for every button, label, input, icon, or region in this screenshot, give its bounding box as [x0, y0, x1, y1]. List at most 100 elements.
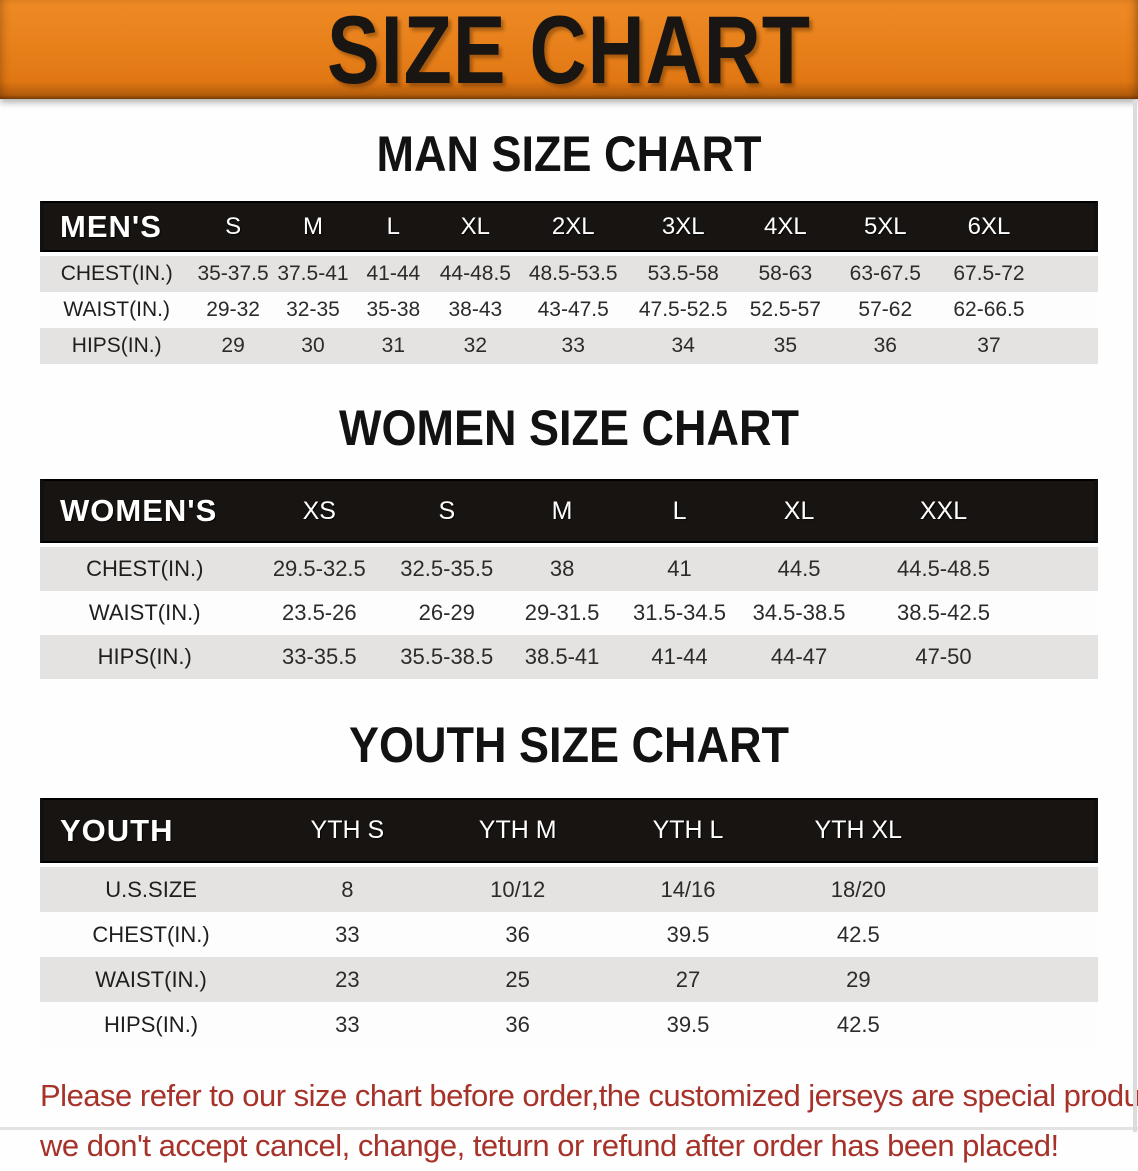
value-cell: 37.5-41 — [272, 252, 354, 292]
size-header-cell: 4XL — [737, 201, 834, 252]
value-cell: 8 — [262, 863, 433, 912]
spacer-cell — [1028, 591, 1098, 635]
disclaimer-line: we don't accept cancel, change, teturn o… — [40, 1128, 1059, 1163]
value-cell: 14/16 — [602, 863, 774, 912]
size-header-cell: 5XL — [833, 201, 938, 252]
value-cell: 42.5 — [773, 1002, 944, 1047]
row-label: HIPS(IN.) — [40, 328, 194, 364]
value-cell: 33-35.5 — [249, 635, 390, 679]
size-header-cell: YTH S — [262, 798, 433, 863]
size-header-cell: 6XL — [937, 201, 1041, 252]
table-header-row: YOUTH YTH S YTH M YTH L YTH XL — [40, 798, 1098, 863]
value-cell: 63-67.5 — [833, 252, 938, 292]
size-header-cell: XL — [739, 479, 859, 543]
value-cell: 36 — [432, 1002, 603, 1047]
value-cell: 41-44 — [619, 635, 740, 679]
table-row: CHEST(IN.) 29.5-32.5 32.5-35.5 38 41 44.5 44.5… — [40, 543, 1098, 591]
spacer-cell — [1040, 252, 1098, 292]
table-corner-label: MEN'S — [40, 201, 194, 252]
row-label: CHEST(IN.) — [40, 912, 263, 957]
size-header-cell: M — [504, 479, 620, 543]
order-disclaimer: Please refer to our size chart before or… — [40, 1071, 1138, 1171]
size-header-cell: XS — [249, 479, 390, 543]
size-header-cell: 2XL — [517, 201, 630, 252]
spacer-cell — [1028, 479, 1098, 543]
value-cell: 35-37.5 — [193, 252, 273, 292]
value-cell: 38.5-42.5 — [858, 591, 1029, 635]
row-label: HIPS(IN.) — [40, 635, 250, 679]
size-header-cell: M — [272, 201, 354, 252]
value-cell: 35 — [737, 328, 834, 364]
size-header-cell: XL — [433, 201, 518, 252]
value-cell: 35.5-38.5 — [389, 635, 505, 679]
table-row: WAIST(IN.) 23 25 27 29 — [40, 957, 1098, 1002]
value-cell: 32.5-35.5 — [389, 543, 505, 591]
value-cell: 31 — [353, 328, 434, 364]
disclaimer-line: Please refer to our size chart before or… — [40, 1078, 1138, 1113]
value-cell: 27 — [602, 957, 774, 1002]
spacer-cell — [943, 957, 1098, 1002]
size-header-cell: XXL — [858, 479, 1029, 543]
value-cell: 25 — [432, 957, 603, 1002]
spacer-cell — [1028, 543, 1098, 591]
women-chart-heading: WOMEN SIZE CHART — [339, 398, 799, 456]
value-cell: 35-38 — [353, 292, 434, 328]
table-header-row: MEN'S S M L XL 2XL 3XL 4XL 5XL 6XL — [40, 201, 1098, 252]
value-cell: 33 — [517, 328, 630, 364]
men-chart-heading: MAN SIZE CHART — [376, 124, 762, 182]
table-row: WAIST(IN.) 29-32 32-35 35-38 38-43 43-47.5 47.… — [40, 292, 1098, 328]
spacer-cell — [943, 912, 1098, 957]
spacer-cell — [1040, 201, 1098, 252]
value-cell: 43-47.5 — [517, 292, 630, 328]
value-cell: 48.5-53.5 — [517, 252, 630, 292]
value-cell: 47.5-52.5 — [629, 292, 738, 328]
men-size-section: MAN SIZE CHART MEN'S S M L XL 2XL 3XL 4XL 5XL 6XL… — [0, 124, 1138, 364]
value-cell: 57-62 — [833, 292, 938, 328]
row-label: WAIST(IN.) — [40, 292, 194, 328]
size-header-cell: L — [619, 479, 740, 543]
value-cell: 29-31.5 — [504, 591, 620, 635]
table-corner-label: WOMEN'S — [40, 479, 250, 543]
table-row: HIPS(IN.) 29 30 31 32 33 34 35 36 37 — [40, 328, 1098, 364]
youth-size-section: YOUTH SIZE CHART YOUTH YTH S YTH M YTH L YTH… — [0, 715, 1138, 1047]
value-cell: 34 — [629, 328, 738, 364]
value-cell: 33 — [262, 1002, 433, 1047]
youth-size-table: YOUTH YTH S YTH M YTH L YTH XL U.S.SIZE 8 10/12… — [40, 798, 1098, 1047]
table-row: CHEST(IN.) 35-37.5 37.5-41 41-44 44-48.5 48.5… — [40, 252, 1098, 292]
row-label: WAIST(IN.) — [40, 591, 250, 635]
table-row: CHEST(IN.) 33 36 39.5 42.5 — [40, 912, 1098, 957]
banner-title: SIZE CHART — [327, 0, 811, 104]
value-cell: 42.5 — [773, 912, 944, 957]
value-cell: 53.5-58 — [629, 252, 738, 292]
value-cell: 37 — [937, 328, 1041, 364]
youth-chart-heading: YOUTH SIZE CHART — [348, 715, 789, 773]
value-cell: 29 — [773, 957, 944, 1002]
spacer-cell — [943, 798, 1098, 863]
size-header-cell: YTH L — [602, 798, 774, 863]
value-cell: 36 — [432, 912, 603, 957]
value-cell: 44-48.5 — [433, 252, 518, 292]
spacer-cell — [943, 863, 1098, 912]
table-row: HIPS(IN.) 33 36 39.5 42.5 — [40, 1002, 1098, 1047]
value-cell: 47-50 — [858, 635, 1029, 679]
size-header-cell: S — [193, 201, 273, 252]
value-cell: 41-44 — [353, 252, 434, 292]
women-size-table: WOMEN'S XS S M L XL XXL CHEST(IN.) 29.5-32.5 32.5… — [40, 479, 1098, 679]
value-cell: 36 — [833, 328, 938, 364]
value-cell: 38 — [504, 543, 620, 591]
value-cell: 18/20 — [773, 863, 944, 912]
row-label: WAIST(IN.) — [40, 957, 263, 1002]
value-cell: 29 — [193, 328, 273, 364]
value-cell: 44.5 — [739, 543, 859, 591]
row-label: HIPS(IN.) — [40, 1002, 263, 1047]
row-label: CHEST(IN.) — [40, 252, 194, 292]
value-cell: 32-35 — [272, 292, 354, 328]
value-cell: 67.5-72 — [937, 252, 1041, 292]
spacer-cell — [1028, 635, 1098, 679]
value-cell: 62-66.5 — [937, 292, 1041, 328]
spacer-cell — [1040, 292, 1098, 328]
value-cell: 23.5-26 — [249, 591, 390, 635]
table-corner-label: YOUTH — [40, 798, 263, 863]
value-cell: 39.5 — [602, 912, 774, 957]
value-cell: 33 — [262, 912, 433, 957]
